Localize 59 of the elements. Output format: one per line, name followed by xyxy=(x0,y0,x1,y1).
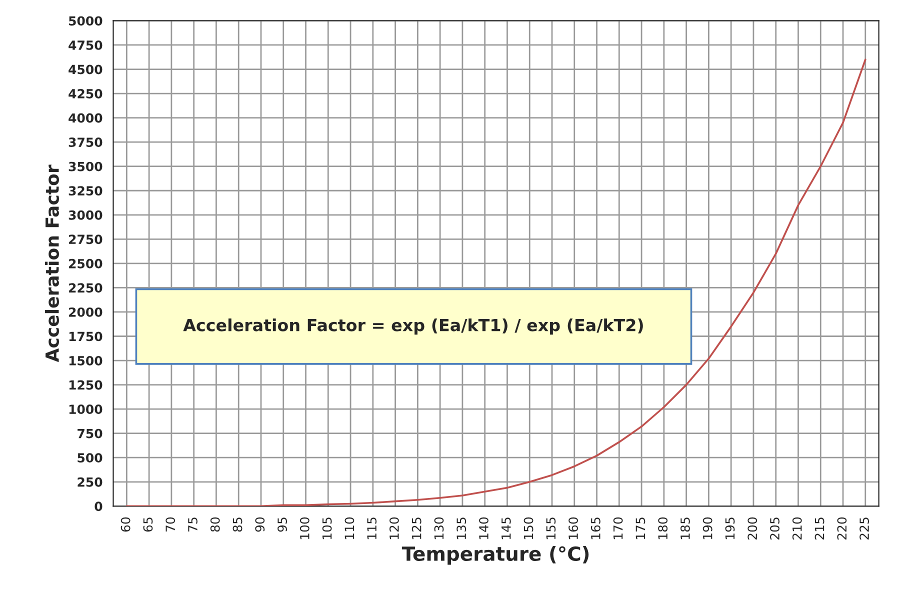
x-tick-label: 170 xyxy=(613,517,623,540)
y-tick-label: 1500 xyxy=(69,356,102,366)
x-tick-label: 75 xyxy=(188,518,198,532)
x-tick-label: 100 xyxy=(300,517,310,540)
x-tick-label: 135 xyxy=(456,518,466,540)
x-tick-label: 80 xyxy=(210,517,220,532)
y-tick-label: 1250 xyxy=(69,380,102,390)
x-tick-label: 200 xyxy=(748,517,758,540)
x-tick-label: 150 xyxy=(524,517,534,540)
y-tick-label: 3500 xyxy=(68,162,102,172)
y-tick-label: 3000 xyxy=(68,210,102,220)
x-tick-label: 85 xyxy=(232,518,242,532)
x-tick-label: 130 xyxy=(434,517,444,540)
y-tick-label: 3750 xyxy=(68,138,102,148)
x-tick-label: 225 xyxy=(860,518,870,540)
y-tick-label: 4500 xyxy=(68,64,102,74)
y-tick-label: 4250 xyxy=(68,89,102,98)
x-tick-label: 70 xyxy=(166,517,176,532)
y-tick-label: 5000 xyxy=(69,16,102,26)
y-tick-label: 2250 xyxy=(69,283,102,293)
x-tick-label: 215 xyxy=(814,518,824,540)
x-axis-title: Temperature (°C) xyxy=(402,546,589,565)
x-tick-label: 110 xyxy=(344,517,354,540)
x-tick-label: 195 xyxy=(725,518,735,540)
y-tick-label: 2000 xyxy=(69,307,102,317)
x-tick-label: 115 xyxy=(367,518,377,540)
y-tick-label: 2500 xyxy=(69,258,102,268)
y-tick-label: 1000 xyxy=(69,404,102,414)
y-tick-label: 4750 xyxy=(68,40,102,50)
x-tick-label: 105 xyxy=(322,518,332,540)
x-tick-label: 185 xyxy=(680,518,690,540)
y-tick-label: 0 xyxy=(94,502,102,512)
annotation: Acceleration Factor = exp (Ea/kT1) / exp (Ea/kT2) xyxy=(183,318,643,335)
x-tick-label: 190 xyxy=(702,517,712,540)
x-tick-label: 160 xyxy=(568,517,578,540)
x-tick-label: 125 xyxy=(412,518,422,540)
y-axis-title: Acceleration Factor xyxy=(45,164,59,362)
y-tick-label: 4000 xyxy=(68,113,102,123)
y-tick-label: 1750 xyxy=(69,332,102,342)
x-tick-label: 210 xyxy=(792,517,802,540)
y-tick-label: 500 xyxy=(78,453,102,463)
x-tick-label: 90 xyxy=(255,517,265,532)
y-tick-label: 250 xyxy=(78,477,102,487)
y-tick-label: 3250 xyxy=(68,186,102,196)
x-tick-label: 175 xyxy=(636,518,646,540)
x-tick-label: 165 xyxy=(590,518,600,540)
x-tick-label: 205 xyxy=(770,518,780,540)
x-tick-label: 220 xyxy=(837,517,847,540)
x-tick-label: 60 xyxy=(120,517,130,532)
y-tick-label: 2750 xyxy=(69,234,102,244)
x-tick-label: 145 xyxy=(502,518,511,540)
x-tick-label: 155 xyxy=(546,518,556,540)
x-tick-label: 65 xyxy=(143,518,153,532)
x-tick-label: 140 xyxy=(479,517,488,540)
y-tick-label: 750 xyxy=(78,428,102,438)
x-tick-label: 180 xyxy=(658,517,668,540)
line-series xyxy=(126,58,866,506)
x-tick-label: 120 xyxy=(389,517,399,540)
x-tick-label: 95 xyxy=(278,518,288,532)
